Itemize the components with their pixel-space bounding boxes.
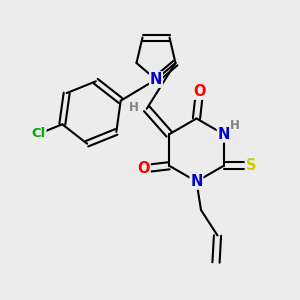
Text: N: N xyxy=(218,127,230,142)
Text: N: N xyxy=(190,174,203,189)
Text: H: H xyxy=(230,119,240,132)
Text: H: H xyxy=(129,101,139,114)
Text: O: O xyxy=(137,161,150,176)
Text: N: N xyxy=(150,72,162,87)
Text: O: O xyxy=(193,84,206,99)
Text: Cl: Cl xyxy=(32,128,46,140)
Text: S: S xyxy=(245,158,256,173)
